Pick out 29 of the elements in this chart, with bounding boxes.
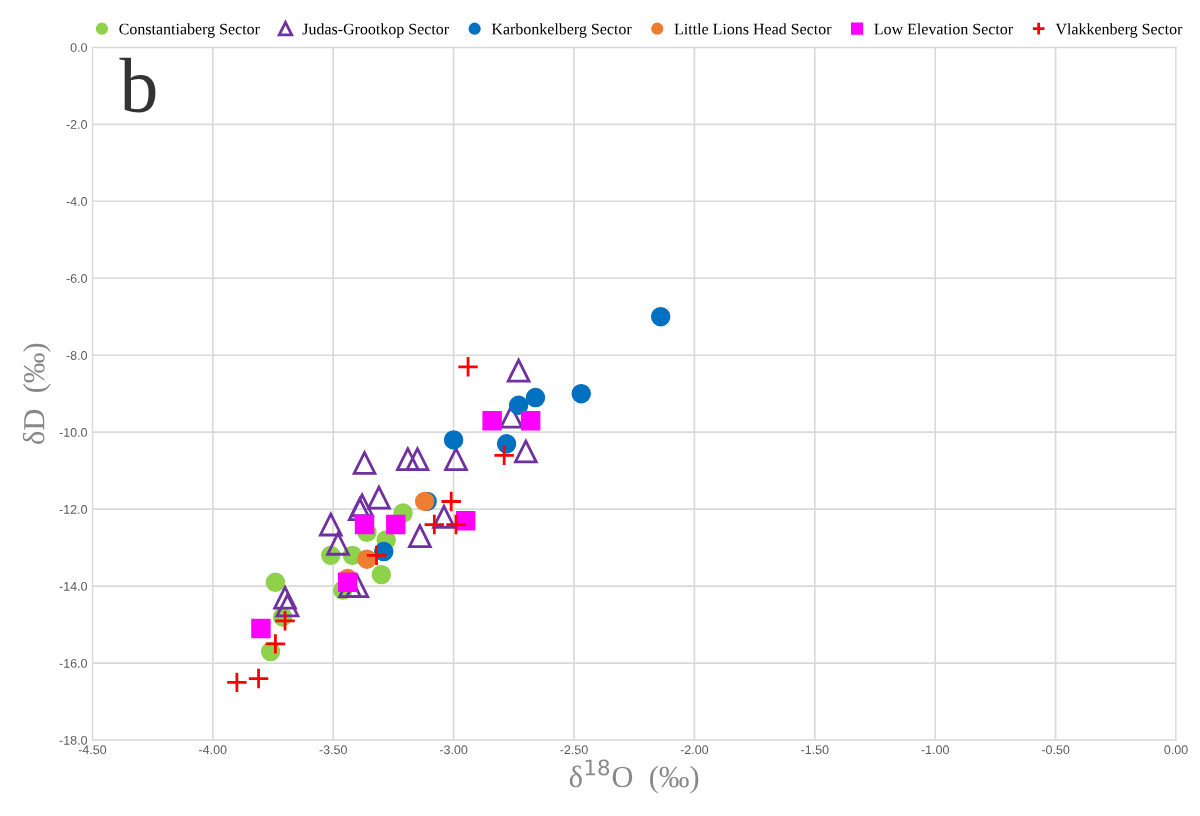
y-tick-label: -6.0 [66, 274, 88, 283]
y-tick-label: 0.0 [70, 43, 88, 52]
y-tick-label: -4.0 [66, 197, 88, 206]
annotation: b [119, 57, 156, 113]
legend-label: Constantiaberg Sector [119, 23, 260, 38]
x-tick-label: -2.00 [680, 745, 709, 755]
y-tick-label: -16.0 [59, 658, 88, 668]
x-tick-label: 0.00 [1164, 745, 1188, 755]
y-tick-label: -12.0 [59, 504, 88, 514]
x-tick-label: -3.00 [439, 745, 468, 755]
y-tick-label: -14.0 [59, 581, 88, 591]
legend-label: Vlakkenberg Sector [1055, 23, 1183, 38]
x-axis-title: δ$^{18}$O (‰) [569, 759, 699, 794]
legend-label: Judas-Grootkop Sector [302, 23, 449, 38]
x-tick-label: -4.50 [78, 745, 107, 755]
legend-label: Karbonkelberg Sector [491, 23, 632, 38]
x-tick-label: -1.50 [801, 745, 829, 755]
legend-label: Low Elevation Sector [874, 23, 1013, 35]
x-tick-label: -0.50 [1041, 745, 1070, 755]
x-tick-label: -4.00 [199, 745, 227, 755]
legend-label: Little Lions Head Sector [674, 23, 832, 35]
x-tick-label: -2.50 [560, 745, 588, 755]
y-axis-title: δD (‰) [22, 343, 51, 444]
y-tick-label: -2.0 [66, 120, 88, 129]
x-tick-label: -3.50 [319, 745, 347, 755]
y-tick-label: -10.0 [59, 428, 88, 437]
x-tick-label: -1.00 [921, 745, 949, 755]
y-tick-label: -18.0 [59, 735, 88, 745]
y-tick-label: -8.0 [66, 351, 88, 360]
